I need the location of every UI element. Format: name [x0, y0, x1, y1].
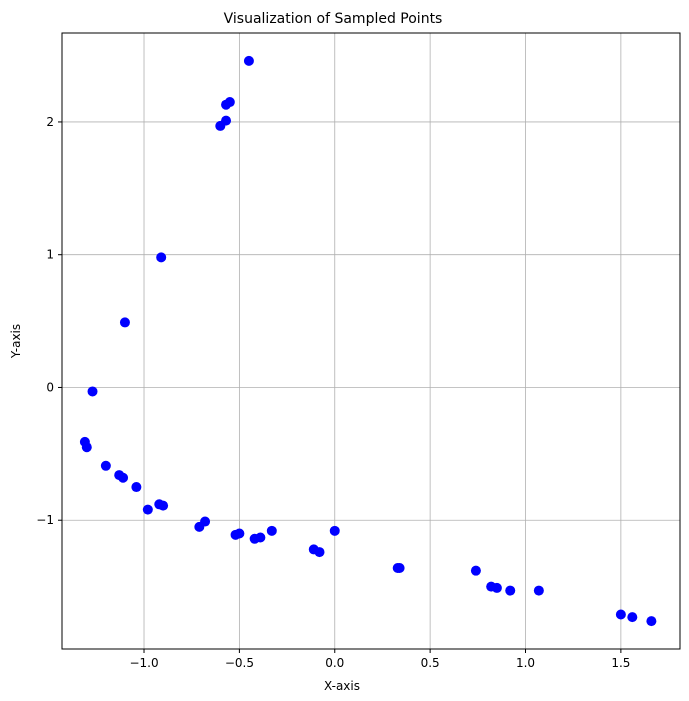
data-point	[100, 460, 111, 471]
data-point	[221, 99, 232, 110]
y-tick-label: −1	[36, 513, 54, 527]
y-axis-label: Y-axis	[9, 324, 23, 359]
data-point	[505, 585, 516, 596]
grid	[62, 33, 680, 649]
data-point	[131, 482, 142, 493]
data-point	[470, 565, 481, 576]
data-point	[215, 120, 226, 131]
data-points	[79, 55, 657, 627]
data-point	[646, 616, 657, 627]
data-point	[627, 612, 638, 623]
ticks: −1.0 −0.5 0.0 0.5 1.0 1.5 −1 0 1 2	[36, 115, 630, 670]
data-point	[81, 442, 92, 453]
data-point	[266, 525, 277, 536]
y-tick-label: 1	[46, 248, 54, 262]
x-tick-label: −0.5	[225, 656, 254, 670]
data-point	[119, 317, 130, 328]
y-tick-label: 2	[46, 115, 54, 129]
x-tick-label: 1.0	[516, 656, 535, 670]
y-tick-label: 0	[46, 380, 54, 394]
x-tick-label: −1.0	[129, 656, 158, 670]
x-tick-label: 0.5	[421, 656, 440, 670]
data-point	[234, 528, 245, 539]
data-point	[158, 500, 169, 511]
x-axis-label: X-axis	[324, 679, 360, 693]
data-point	[255, 532, 266, 543]
data-point	[394, 563, 405, 574]
plot-frame	[61, 32, 681, 650]
data-point	[118, 472, 129, 483]
data-point	[533, 585, 544, 596]
data-point	[194, 521, 205, 532]
data-point	[615, 609, 626, 620]
data-point	[329, 525, 340, 536]
chart-title: Visualization of Sampled Points	[224, 11, 443, 27]
x-tick-label: 1.5	[611, 656, 630, 670]
data-point	[142, 504, 153, 515]
data-point	[87, 386, 98, 397]
data-point	[243, 55, 254, 66]
data-point	[314, 547, 325, 558]
data-point	[156, 252, 167, 263]
x-tick-label: 0.0	[325, 656, 344, 670]
data-point	[491, 582, 502, 593]
